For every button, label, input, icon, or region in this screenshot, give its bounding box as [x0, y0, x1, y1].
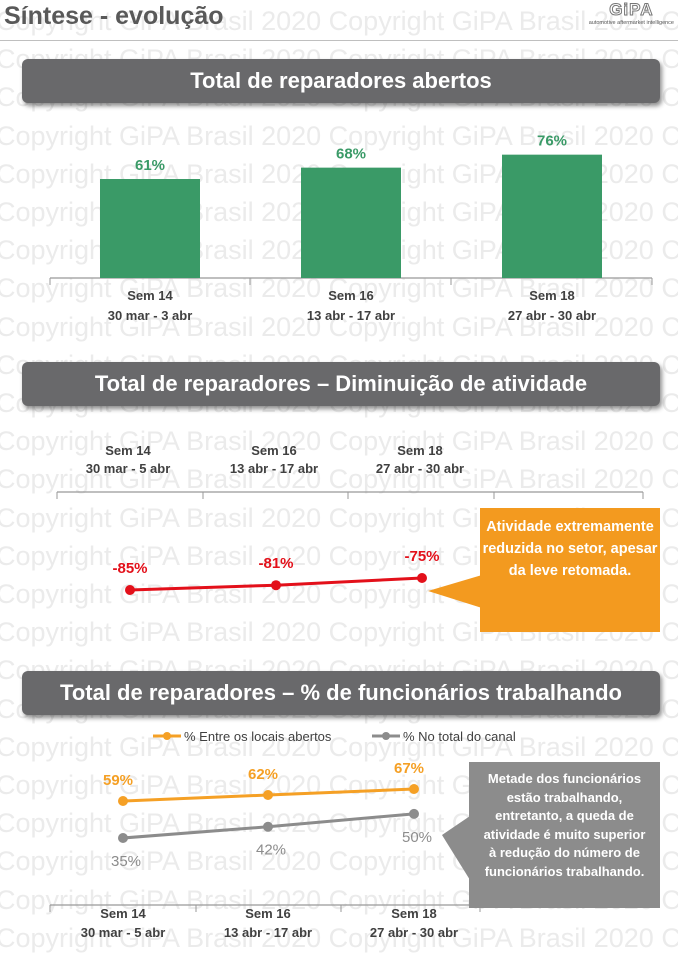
employees-value-label: 62%: [248, 766, 278, 783]
activity-point: [417, 573, 427, 583]
employees-point: [118, 796, 128, 806]
legend-label: % No total do canal: [403, 729, 516, 744]
bar-category-label: Sem 16: [328, 288, 374, 303]
watermark-row: Copyright GiPA Brasil 2020 Copyright GiP…: [0, 120, 678, 151]
activity-subcategory-label: 27 abr - 30 abr: [376, 461, 464, 476]
employees-subcategory-label: 30 mar - 5 abr: [81, 925, 166, 940]
employees-value-label: 42%: [256, 842, 286, 859]
activity-value-label: -81%: [258, 555, 293, 572]
employees-category-label: Sem 18: [391, 906, 437, 921]
activity-value-label: -75%: [404, 548, 439, 565]
bar-sem-18: [502, 154, 602, 278]
employees-category-label: Sem 16: [245, 906, 291, 921]
watermark-row: Copyright GiPA Brasil 2020 Copyright GiP…: [0, 731, 678, 762]
legend-marker-1: [382, 732, 390, 740]
legend-label: % Entre os locais abertos: [184, 729, 332, 744]
section-banner-employees: Total de reparadores – % de funcionários…: [22, 671, 660, 715]
bar-category-label: Sem 18: [529, 288, 575, 303]
callout-pointer-gray: [442, 816, 470, 880]
gipa-logo: GiPA automotive aftermarket intelligence: [589, 0, 674, 26]
legend-marker-0: [163, 732, 171, 740]
activity-point: [271, 580, 281, 591]
bar-sem-16: [301, 167, 401, 278]
bar-subcategory-label: 30 mar - 3 abr: [108, 308, 193, 323]
employees-value-label: 35%: [111, 853, 141, 870]
bar-category-label: Sem 14: [127, 288, 173, 303]
employees-value-label: 50%: [402, 829, 432, 846]
activity-subcategory-label: 13 abr - 17 abr: [230, 461, 318, 476]
employees-subcategory-label: 13 abr - 17 abr: [224, 925, 312, 940]
employees-value-label: 59%: [103, 772, 133, 789]
bar-subcategory-label: 27 abr - 30 abr: [508, 308, 596, 323]
callout-employees: Metade dos funcionários estão trabalhand…: [469, 762, 660, 908]
employees-category-label: Sem 14: [100, 906, 146, 921]
activity-point: [125, 585, 135, 595]
employees-point: [118, 833, 128, 843]
activity-category-label: Sem 18: [397, 443, 443, 458]
employees-point: [263, 821, 273, 832]
watermark-row: Copyright GiPA Brasil 2020 Copyright GiP…: [0, 922, 678, 953]
employees-value-label: 67%: [394, 760, 424, 777]
bar-value-label: 61%: [135, 157, 165, 174]
watermark-row: Copyright GiPA Brasil 2020 Copyright GiP…: [0, 426, 678, 457]
employees-point: [409, 784, 419, 794]
section-banner-open: Total de reparadores abertos: [22, 59, 660, 103]
logo-text: GiPA: [609, 0, 654, 20]
section-banner-activity: Total de reparadores – Diminuição de ati…: [22, 362, 660, 406]
activity-subcategory-label: 30 mar - 5 abr: [86, 461, 171, 476]
watermark-row: Copyright GiPA Brasil 2020 Copyright GiP…: [0, 6, 678, 36]
callout-pointer-orange: [428, 575, 482, 608]
activity-category-label: Sem 16: [251, 443, 297, 458]
employees-point: [409, 808, 419, 819]
title-divider: [0, 40, 678, 41]
bar-sem-14: [100, 179, 200, 278]
watermark-row: Copyright GiPA Brasil 2020 Copyright GiP…: [0, 464, 678, 495]
bar-subcategory-label: 13 abr - 17 abr: [307, 308, 395, 323]
activity-value-label: -85%: [112, 560, 147, 577]
activity-category-label: Sem 14: [105, 443, 151, 458]
bar-value-label: 76%: [537, 133, 567, 150]
bar-value-label: 68%: [336, 146, 366, 163]
employees-subcategory-label: 27 abr - 30 abr: [370, 925, 458, 940]
callout-activity: Atividade extremamente reduzida no setor…: [480, 508, 660, 632]
logo-tagline: automotive aftermarket intelligence: [588, 20, 674, 26]
employees-point: [263, 790, 273, 800]
page-title: Síntese - evolução: [4, 2, 224, 30]
watermark-row: Copyright GiPA Brasil 2020 Copyright GiP…: [0, 311, 678, 342]
